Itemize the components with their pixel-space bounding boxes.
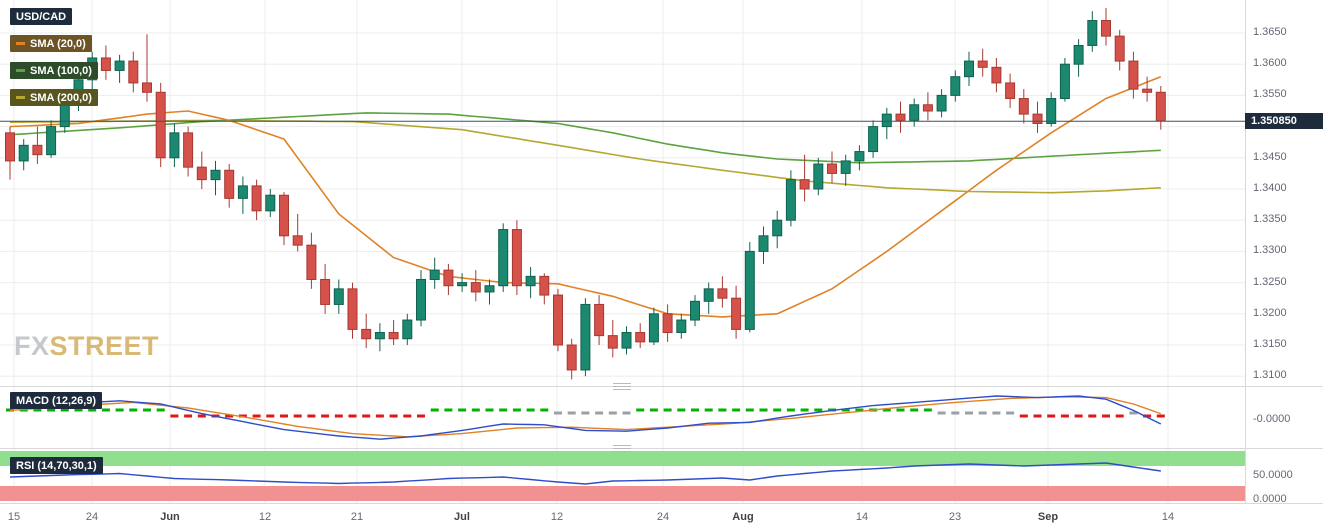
- macd-badge[interactable]: MACD (12,26,9): [10, 392, 103, 409]
- time-axis-label: 23: [948, 511, 962, 523]
- candlestick-series: [5, 8, 1166, 380]
- rsi-bands: [0, 451, 1245, 501]
- price-axis-label: 1.3450: [1253, 150, 1287, 163]
- time-axis-label: Jun: [160, 511, 180, 523]
- sma20-color-chip: [16, 42, 25, 45]
- time-axis-label: 14: [855, 511, 869, 523]
- sma100-badge-label: SMA (100,0): [30, 64, 92, 77]
- price-axis-label: 1.3400: [1253, 182, 1287, 194]
- price-axis[interactable]: 1.36501.36001.35501.35001.34501.34001.33…: [1245, 0, 1323, 505]
- symbol-badge[interactable]: USD/CAD: [10, 8, 73, 25]
- price-axis-label: 1.3250: [1253, 275, 1287, 288]
- symbol-badge-label: USD/CAD: [16, 10, 67, 23]
- time-axis-label: 12: [258, 511, 272, 523]
- sma20-badge[interactable]: SMA (20,0): [10, 35, 92, 52]
- price-axis-label: 1.3300: [1253, 244, 1287, 257]
- time-axis-label: 21: [350, 511, 364, 523]
- time-axis-label: 24: [85, 511, 99, 523]
- macd-badge-label: MACD (12,26,9): [16, 394, 97, 407]
- macd-line: [9, 395, 1162, 440]
- macd-signal-line: [9, 396, 1162, 438]
- time-axis-label: Sep: [1037, 511, 1059, 523]
- rsi-badge[interactable]: RSI (14,70,30,1): [10, 457, 103, 474]
- price-axis-label: 1.3150: [1253, 338, 1287, 350]
- price-axis-label: 1.3650: [1253, 26, 1287, 38]
- time-axis-label: 14: [1161, 511, 1175, 523]
- gridlines: [0, 0, 1245, 503]
- sma200-line: [9, 119, 1161, 194]
- price-axis-label: 1.3200: [1253, 306, 1287, 319]
- sma100-color-chip: [16, 69, 25, 72]
- rsi-axis-label: 0.0000: [1253, 493, 1287, 505]
- panel-resize-handle-rsi[interactable]: [613, 445, 631, 452]
- price-axis-label: 1.3550: [1253, 88, 1287, 101]
- current-price-tag: 1.350850: [1245, 113, 1323, 130]
- rsi-axis-label: 50.0000: [1253, 469, 1293, 481]
- time-axis-label: Jul: [454, 511, 470, 523]
- sma20-badge-label: SMA (20,0): [30, 37, 86, 50]
- current-price-value: 1.350850: [1251, 115, 1297, 128]
- sma200-badge-label: SMA (200,0): [30, 91, 92, 104]
- rsi-line: [9, 462, 1161, 485]
- sma200-color-chip: [16, 96, 25, 99]
- time-axis-label: 24: [656, 511, 670, 523]
- price-axis-label: 1.3100: [1253, 369, 1287, 382]
- sma100-badge[interactable]: SMA (100,0): [10, 62, 98, 79]
- macd-histogram: [6, 408, 1165, 418]
- time-axis-label: Aug: [732, 511, 754, 523]
- sma20-line: [9, 75, 1162, 318]
- time-axis-label: 15: [7, 511, 21, 523]
- time-axis[interactable]: 15 24 Jun 12 21 Jul 12 24 Aug 14 23 Sep 14: [0, 503, 1323, 529]
- rsi-badge-label: RSI (14,70,30,1): [16, 459, 97, 472]
- panel-resize-handle-macd[interactable]: [613, 383, 631, 390]
- price-axis-label: 1.3350: [1253, 213, 1287, 226]
- time-axis-label: 12: [550, 511, 564, 523]
- sma200-badge[interactable]: SMA (200,0): [10, 89, 98, 106]
- price-axis-label: 1.3600: [1253, 57, 1287, 70]
- macd-axis-label: -0.0000: [1253, 413, 1291, 425]
